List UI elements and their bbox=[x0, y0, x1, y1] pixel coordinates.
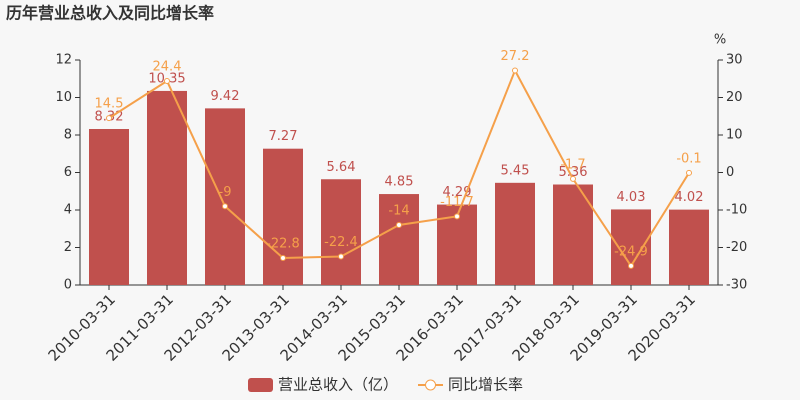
line-point bbox=[338, 253, 344, 260]
y-tick-label: 4 bbox=[64, 203, 72, 218]
y-tick-label: 2 bbox=[64, 240, 72, 255]
bar bbox=[147, 90, 187, 285]
line-point bbox=[280, 255, 286, 261]
bar bbox=[379, 194, 419, 285]
line-point bbox=[454, 213, 460, 220]
line-value-label: -22.8 bbox=[266, 237, 300, 252]
line-point bbox=[512, 67, 518, 74]
y2-tick-label: 20 bbox=[726, 90, 743, 105]
line-value-label: -22.4 bbox=[324, 235, 358, 250]
bar-value-label: 4.03 bbox=[617, 190, 646, 205]
bar-value-label: 9.42 bbox=[211, 89, 240, 104]
line-point bbox=[570, 175, 576, 182]
bar-value-label: 5.45 bbox=[501, 163, 530, 178]
y2-tick-label: 10 bbox=[726, 128, 743, 143]
y2-unit: % bbox=[714, 33, 726, 48]
line-point bbox=[222, 203, 228, 210]
y2-tick-label: 0 bbox=[726, 165, 734, 180]
chart-title: 历年营业总收入及同比增长率 bbox=[6, 4, 214, 23]
line-value-label: 14.5 bbox=[95, 97, 124, 112]
line-value-label: -14 bbox=[388, 204, 409, 219]
legend-item: 营业总收入（亿） bbox=[248, 376, 398, 394]
bar bbox=[321, 179, 361, 285]
y2-tick-label: -20 bbox=[726, 240, 747, 255]
line-value-label: -24.9 bbox=[614, 244, 648, 259]
line-value-label: 27.2 bbox=[501, 49, 530, 64]
y-tick-label: 6 bbox=[64, 165, 72, 180]
y2-tick-label: 30 bbox=[726, 53, 743, 68]
legend-label: 营业总收入（亿） bbox=[278, 376, 398, 394]
y-tick-label: 0 bbox=[64, 278, 72, 293]
bar-value-label: 5.64 bbox=[327, 160, 356, 175]
bar bbox=[89, 129, 129, 285]
legend-item: 同比增长率 bbox=[418, 376, 523, 394]
legend-marker bbox=[425, 379, 437, 391]
y-tick-label: 10 bbox=[55, 90, 72, 105]
line-point bbox=[164, 78, 170, 84]
bar bbox=[495, 182, 535, 285]
legend-swatch bbox=[248, 378, 273, 392]
y2-tick-label: -30 bbox=[726, 278, 747, 293]
bar bbox=[553, 184, 593, 285]
bar bbox=[669, 209, 709, 285]
line-value-label: -9 bbox=[219, 185, 232, 200]
bar bbox=[205, 108, 245, 285]
bar-value-label: 4.85 bbox=[385, 175, 414, 190]
line-value-label: -0.1 bbox=[676, 151, 701, 166]
line-value-label: 24.4 bbox=[153, 60, 182, 75]
line-point bbox=[396, 222, 402, 228]
line-value-label: -1.7 bbox=[560, 157, 585, 172]
line-value-label: -11.7 bbox=[440, 195, 474, 210]
line-point bbox=[628, 262, 634, 269]
bar-value-label: 5.36 bbox=[559, 165, 588, 180]
line-point bbox=[106, 115, 112, 122]
y-tick-label: 12 bbox=[55, 53, 72, 68]
y2-tick-label: -10 bbox=[726, 203, 747, 218]
legend-label: 同比增长率 bbox=[448, 376, 523, 394]
y-tick-label: 8 bbox=[64, 128, 72, 143]
bar-value-label: 4.02 bbox=[675, 190, 704, 205]
line-point bbox=[686, 169, 692, 176]
bar bbox=[263, 148, 303, 285]
bar-value-label: 7.27 bbox=[269, 129, 298, 144]
